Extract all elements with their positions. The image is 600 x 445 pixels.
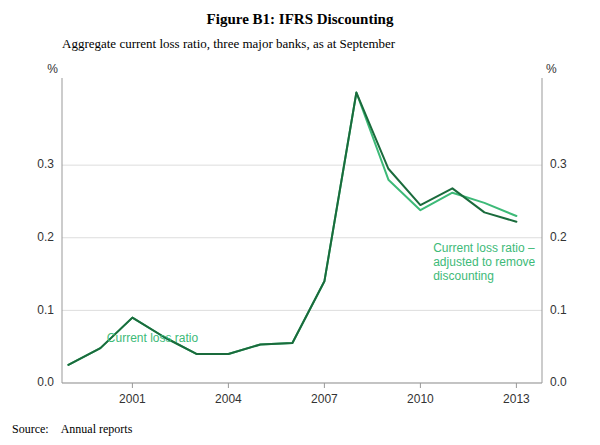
- x-tick: [228, 383, 229, 388]
- x-tick-label: 2004: [215, 392, 242, 406]
- x-tick-label: 2007: [311, 392, 338, 406]
- y2-axis-line: [542, 78, 543, 383]
- series-line: [68, 93, 516, 365]
- annotation-line: Current loss ratio –: [433, 241, 535, 255]
- y-tick-label: 0.2: [37, 230, 54, 244]
- grid-line: [62, 165, 542, 166]
- x-tick: [324, 383, 325, 388]
- x-tick: [420, 383, 421, 388]
- x-tick-label: 2010: [407, 392, 434, 406]
- annotation-line: discounting: [433, 269, 494, 283]
- x-tick: [132, 383, 133, 388]
- subtitle: Aggregate current loss ratio, three majo…: [62, 36, 396, 51]
- y2-tick-label: 0.2: [550, 230, 567, 244]
- x-tick: [516, 383, 517, 388]
- chart: Figure B1: IFRS Discounting Aggregate cur…: [0, 0, 600, 445]
- grid-line: [62, 310, 542, 311]
- y2-tick-label: 0.1: [550, 303, 567, 317]
- source-text: Annual reports: [61, 422, 133, 436]
- title: Figure B1: IFRS Discounting: [207, 11, 394, 27]
- background: [0, 0, 600, 445]
- y-axis-label: %: [47, 62, 58, 76]
- annotation: Current loss ratio: [107, 332, 199, 346]
- annotation-line: Current loss ratio: [107, 332, 199, 346]
- y-tick-label: 0.3: [37, 157, 54, 171]
- x-axis-line: [62, 383, 542, 384]
- y-axis-line: [62, 78, 63, 383]
- grid-line: [62, 383, 542, 384]
- x-tick-label: 2013: [503, 392, 530, 406]
- grid-line: [62, 237, 542, 238]
- annotation: Current loss ratio –adjusted to removedi…: [433, 241, 535, 283]
- annotation-line: adjusted to remove: [433, 255, 535, 269]
- series-line: [68, 93, 516, 365]
- source-label: Source:: [12, 422, 49, 436]
- x-tick-label: 2001: [119, 392, 146, 406]
- y2-tick-label: 0.0: [550, 375, 567, 389]
- y-tick-label: 0.1: [37, 303, 54, 317]
- source: Source: Annual reports: [12, 422, 133, 436]
- axes: 0.0 0.1 0.2 0.3 0.0 0.1 0.2 0.3 2001 2004 2007 2010…: [37, 62, 567, 406]
- annotations: Current loss ratio Current loss ratio –ad…: [107, 241, 536, 345]
- y2-tick-label: 0.3: [550, 157, 567, 171]
- y2-axis-label: %: [546, 62, 557, 76]
- plot-area: [68, 93, 516, 365]
- y-tick-label: 0.0: [37, 375, 54, 389]
